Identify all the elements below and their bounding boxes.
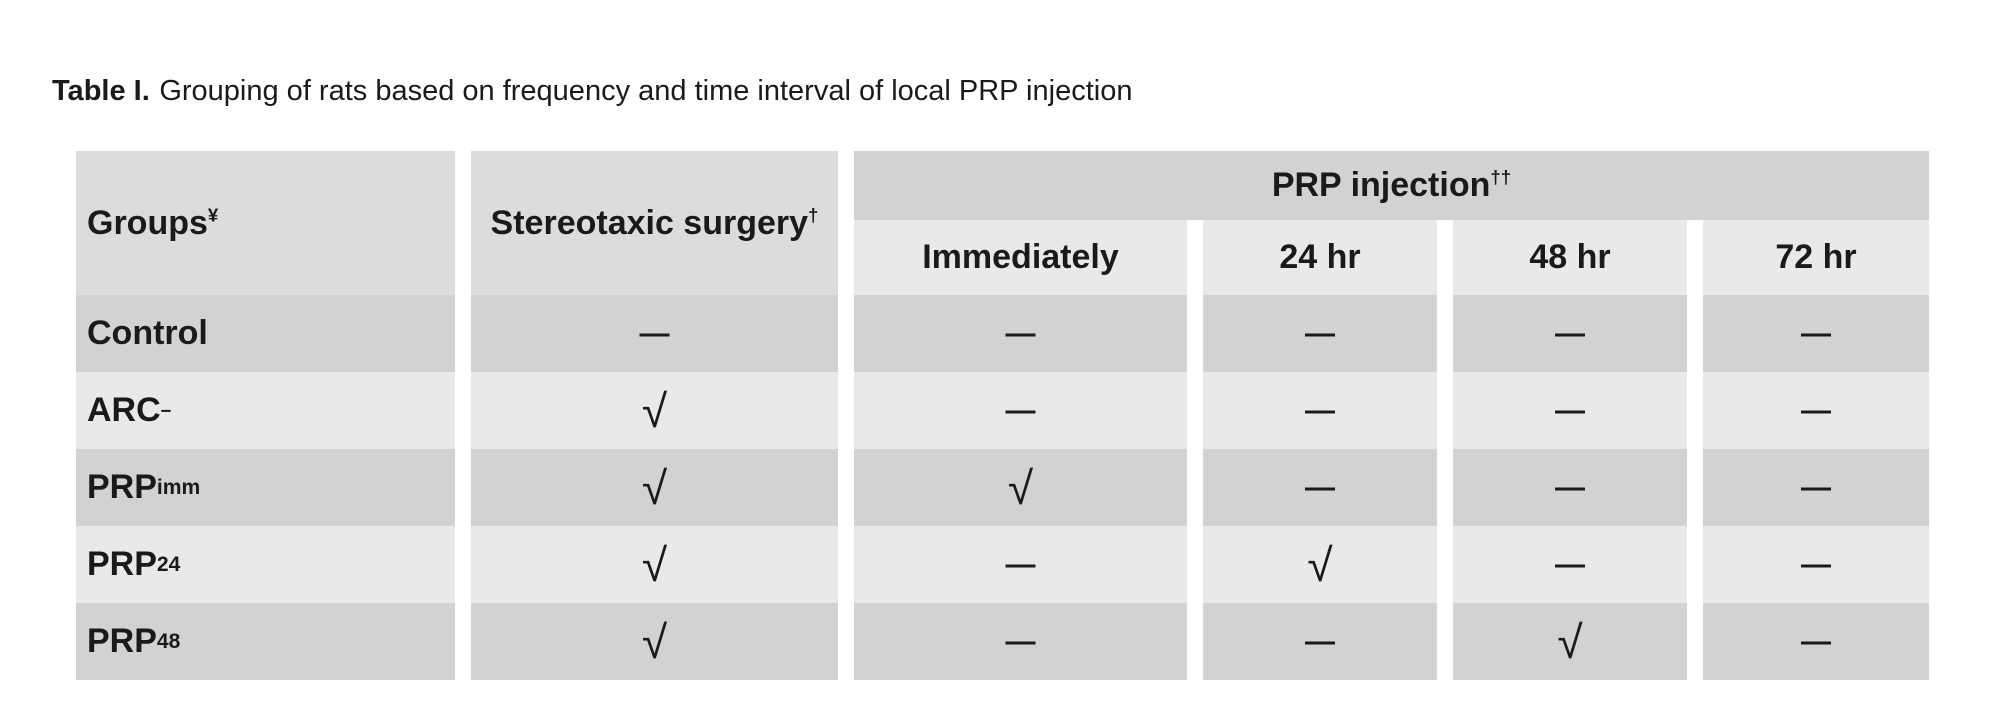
cell-dash: — bbox=[1203, 372, 1437, 449]
row-label-arc: ARC − bbox=[76, 372, 455, 449]
table-caption-label: Table I. bbox=[52, 75, 150, 107]
group-header-prp-injection-label: PRP injection†† bbox=[1271, 166, 1512, 204]
cell-dash: — bbox=[1703, 449, 1929, 526]
col-header-stereotaxic-label: Stereotaxic surgery† bbox=[490, 203, 819, 242]
group-header-prp-injection: PRP injection†† bbox=[854, 151, 1929, 220]
row-label-prp-imm: PRP imm bbox=[76, 449, 455, 526]
table-caption-text: Grouping of rats based on frequency and … bbox=[159, 75, 1133, 107]
col-header-groups-sup: ¥ bbox=[207, 204, 219, 226]
cell-check-mark: √ bbox=[1203, 526, 1437, 603]
cell-check-mark: √ bbox=[854, 449, 1187, 526]
cell-dash: — bbox=[1453, 449, 1687, 526]
cell-dash: — bbox=[854, 603, 1187, 680]
cell-dash: — bbox=[1453, 295, 1687, 372]
cell-dash: — bbox=[1453, 526, 1687, 603]
col-header-groups-label: Groups¥ bbox=[87, 203, 219, 242]
cell-check-mark: √ bbox=[471, 603, 838, 680]
cell-check-mark: √ bbox=[471, 372, 838, 449]
cell-check-mark: √ bbox=[471, 526, 838, 603]
cell-dash: — bbox=[1703, 295, 1929, 372]
page-title: Table I. Grouping of rats based on freque… bbox=[52, 74, 1132, 109]
cell-dash: — bbox=[1203, 449, 1437, 526]
cell-dash: — bbox=[471, 295, 838, 372]
row-label-prp-48: PRP 48 bbox=[76, 603, 455, 680]
col-header-stereotaxic-sup: † bbox=[808, 204, 819, 226]
sub-header-24hr: 24 hr bbox=[1203, 220, 1437, 295]
group-header-prp-injection-sup: †† bbox=[1490, 166, 1512, 188]
cell-dash: — bbox=[1703, 372, 1929, 449]
cell-dash: — bbox=[1703, 603, 1929, 680]
sub-header-48hr: 48 hr bbox=[1453, 220, 1687, 295]
cell-dash: — bbox=[854, 372, 1187, 449]
cell-dash: — bbox=[854, 295, 1187, 372]
cell-dash: — bbox=[1203, 603, 1437, 680]
cell-dash: — bbox=[1703, 526, 1929, 603]
cell-dash: — bbox=[1203, 295, 1437, 372]
cell-check-mark: √ bbox=[1453, 603, 1687, 680]
cell-dash: — bbox=[1453, 372, 1687, 449]
col-header-stereotaxic-surgery: Stereotaxic surgery† bbox=[471, 151, 838, 295]
row-label-control: Control bbox=[76, 295, 455, 372]
sub-header-72hr: 72 hr bbox=[1703, 220, 1929, 295]
grouping-table: Groups¥ Stereotaxic surgery† PRP injecti… bbox=[76, 151, 1929, 680]
cell-dash: — bbox=[854, 526, 1187, 603]
sub-header-immediately: Immediately bbox=[854, 220, 1187, 295]
col-header-groups: Groups¥ bbox=[76, 151, 455, 295]
row-label-prp-24: PRP 24 bbox=[76, 526, 455, 603]
cell-check-mark: √ bbox=[471, 449, 838, 526]
